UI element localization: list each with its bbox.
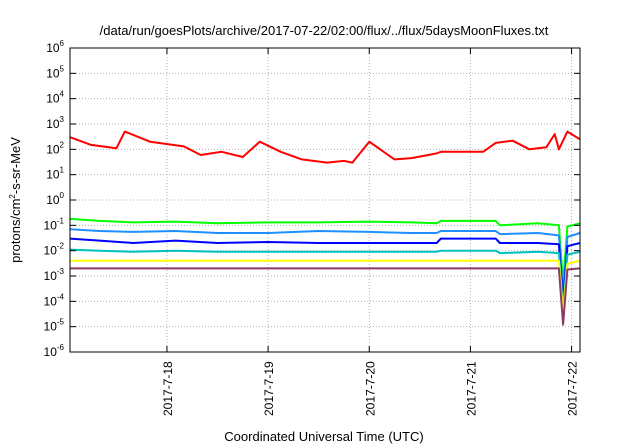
x-axis-ticks: 2017-7-18 2017-7-19 2017-7-20 2017-7-21 2017…: [161, 48, 580, 416]
series-lines: [69, 130, 581, 326]
y-tick-label: 10-1: [44, 216, 65, 232]
chart-title: /data/run/goesPlots/archive/2017-07-22/0…: [100, 23, 549, 38]
y-tick-label: 106: [46, 39, 64, 55]
y-tick-label: 100: [46, 191, 64, 207]
x-tick-label: 2017-7-19: [262, 361, 276, 416]
y-tick-label: 104: [46, 90, 64, 106]
y-tick-label: 10-5: [44, 318, 65, 334]
y-tick-label: 10-3: [44, 267, 65, 283]
series-line-5: [69, 248, 581, 310]
y-tick-label: 101: [46, 166, 64, 182]
y-tick-label: 103: [46, 115, 64, 131]
x-axis-label: Coordinated Universal Time (UTC): [224, 429, 423, 444]
y-tick-label: 10-2: [44, 242, 65, 258]
series-line-7: [70, 267, 581, 326]
y-axis-label: protons/cm2-s-sr-MeV: [8, 137, 23, 263]
x-tick-label: 2017-7-18: [161, 361, 175, 416]
y-axis-ticks: 10-6 10-5 10-4 10-3 10-2 10-1 100 101 102 103 104 1…: [44, 39, 580, 359]
series-line-1: [69, 130, 581, 164]
y-tick-label: 10-6: [44, 343, 65, 359]
y-tick-label: 102: [46, 140, 64, 156]
x-tick-label: 2017-7-22: [566, 361, 580, 416]
y-tick-label: 105: [46, 64, 64, 80]
x-tick-label: 2017-7-20: [363, 361, 377, 416]
grid-lines: [70, 48, 580, 352]
x-tick-label: 2017-7-21: [464, 361, 478, 416]
y-tick-label: 10-4: [44, 292, 65, 308]
series-line-4: [69, 237, 581, 303]
